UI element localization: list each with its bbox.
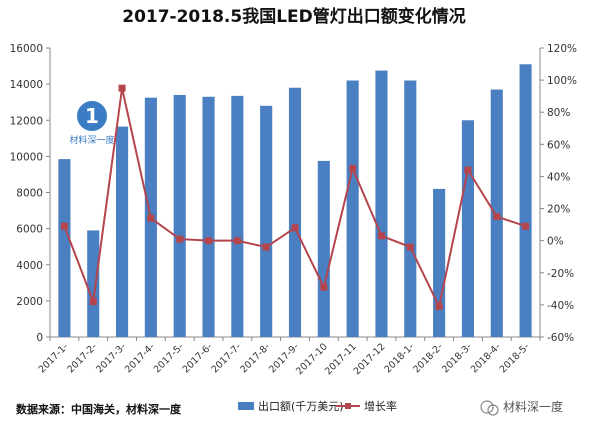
source-note: 数据来源：中国海关，材料深一度: [16, 402, 182, 416]
wechat-icon: [480, 400, 494, 414]
growth-point: [205, 237, 213, 245]
x-tick-label: 2017-12: [352, 341, 388, 377]
growth-point: [176, 235, 184, 243]
growth-point: [60, 222, 68, 230]
bar: [260, 105, 273, 337]
y-left-tick-label: 12000: [10, 115, 43, 127]
watermark: 材料深一度: [480, 399, 563, 416]
growth-point: [522, 222, 530, 230]
growth-point: [493, 213, 501, 221]
bar: [231, 95, 244, 337]
y-left-tick-label: 14000: [10, 79, 43, 91]
growth-point: [377, 232, 385, 240]
logo-text: 材料深一度: [69, 134, 114, 146]
x-tick-label: 2018-1-: [382, 341, 416, 375]
growth-point: [233, 237, 241, 245]
y-right-tick-label: 120%: [547, 43, 577, 55]
legend: 出口额(千万美元) 增长率: [238, 399, 397, 413]
bar: [346, 80, 359, 337]
y-left-tick-label: 2000: [16, 296, 43, 308]
x-tick-label: 2018-2-: [411, 341, 445, 375]
x-tick-label: 2017-5-: [152, 341, 186, 375]
x-axis-ticks: 2017-1-2017-2-2017-3-2017-4-2017-5-2017-…: [37, 337, 541, 377]
x-tick-label: 2018-4-: [469, 341, 503, 375]
wechat-icon-small: [487, 404, 499, 416]
x-tick-label: 2017-3-: [94, 341, 128, 375]
growth-point: [435, 302, 443, 310]
bar: [519, 64, 532, 337]
x-tick-label: 2017-2-: [65, 341, 99, 375]
bar: [173, 94, 186, 338]
bar: [116, 126, 129, 338]
growth-point: [406, 243, 414, 251]
y-right-tick-label: 60%: [547, 139, 570, 151]
bar: [317, 160, 330, 337]
bar: [288, 87, 302, 337]
y-right-tick-label: 40%: [547, 171, 570, 183]
y-right-tick-label: -60%: [547, 332, 574, 344]
growth-point: [291, 224, 299, 232]
watermark-text: 材料深一度: [503, 399, 563, 414]
growth-point: [320, 283, 328, 291]
x-tick-label: 2017-1-: [37, 341, 71, 375]
growth-point: [262, 243, 270, 251]
chart-title: 2017-2018.5我国LED管灯出口额变化情况: [122, 6, 466, 27]
y-right-tick-label: -40%: [547, 300, 574, 312]
growth-point: [118, 84, 126, 92]
growth-point: [89, 298, 97, 306]
x-tick-label: 2018-3-: [440, 341, 474, 375]
legend-line-label: 增长率: [364, 399, 397, 413]
y-left-tick-label: 10000: [10, 151, 43, 163]
legend-line-marker: [345, 403, 351, 409]
x-tick-label: 2017-8-: [238, 341, 272, 375]
x-tick-label: 2018-5-: [498, 341, 532, 375]
growth-point: [349, 164, 357, 172]
legend-bar-swatch: [238, 402, 254, 410]
y-left-tick-label: 16000: [10, 43, 43, 55]
x-tick-label: 2017-6-: [181, 341, 215, 375]
y-right-tick-label: -20%: [547, 268, 574, 280]
logo-circle: [77, 101, 107, 131]
bar: [461, 120, 474, 337]
line-series: [60, 84, 530, 310]
brand-logo: 1 材料深一度: [69, 101, 115, 146]
y-right-tick-label: 80%: [547, 107, 570, 119]
logo-glyph: 1: [85, 104, 99, 128]
growth-point: [147, 214, 155, 222]
bar: [433, 188, 446, 337]
y-left-tick-label: 8000: [16, 188, 43, 200]
bar: [87, 230, 100, 337]
x-tick-label: 2017-4-: [123, 341, 157, 375]
y-right-tick-label: 20%: [547, 204, 570, 216]
bar: [404, 80, 417, 337]
growth-point: [464, 166, 472, 174]
bar: [202, 96, 215, 337]
y-right-tick-label: 0%: [547, 236, 564, 248]
y-left-tick-label: 0: [36, 332, 43, 344]
legend-bar-label: 出口额(千万美元): [258, 399, 344, 413]
axes: 0 2000 4000 6000 8000 10000 12000 14000 16000 -60…: [10, 43, 577, 344]
y-left-tick-label: 4000: [16, 260, 43, 272]
y-right-tick-label: 100%: [547, 75, 577, 87]
y-left-tick-label: 6000: [16, 224, 43, 236]
bar: [58, 159, 71, 337]
x-tick-label: 2017-7-: [209, 341, 243, 375]
bar: [375, 70, 388, 337]
